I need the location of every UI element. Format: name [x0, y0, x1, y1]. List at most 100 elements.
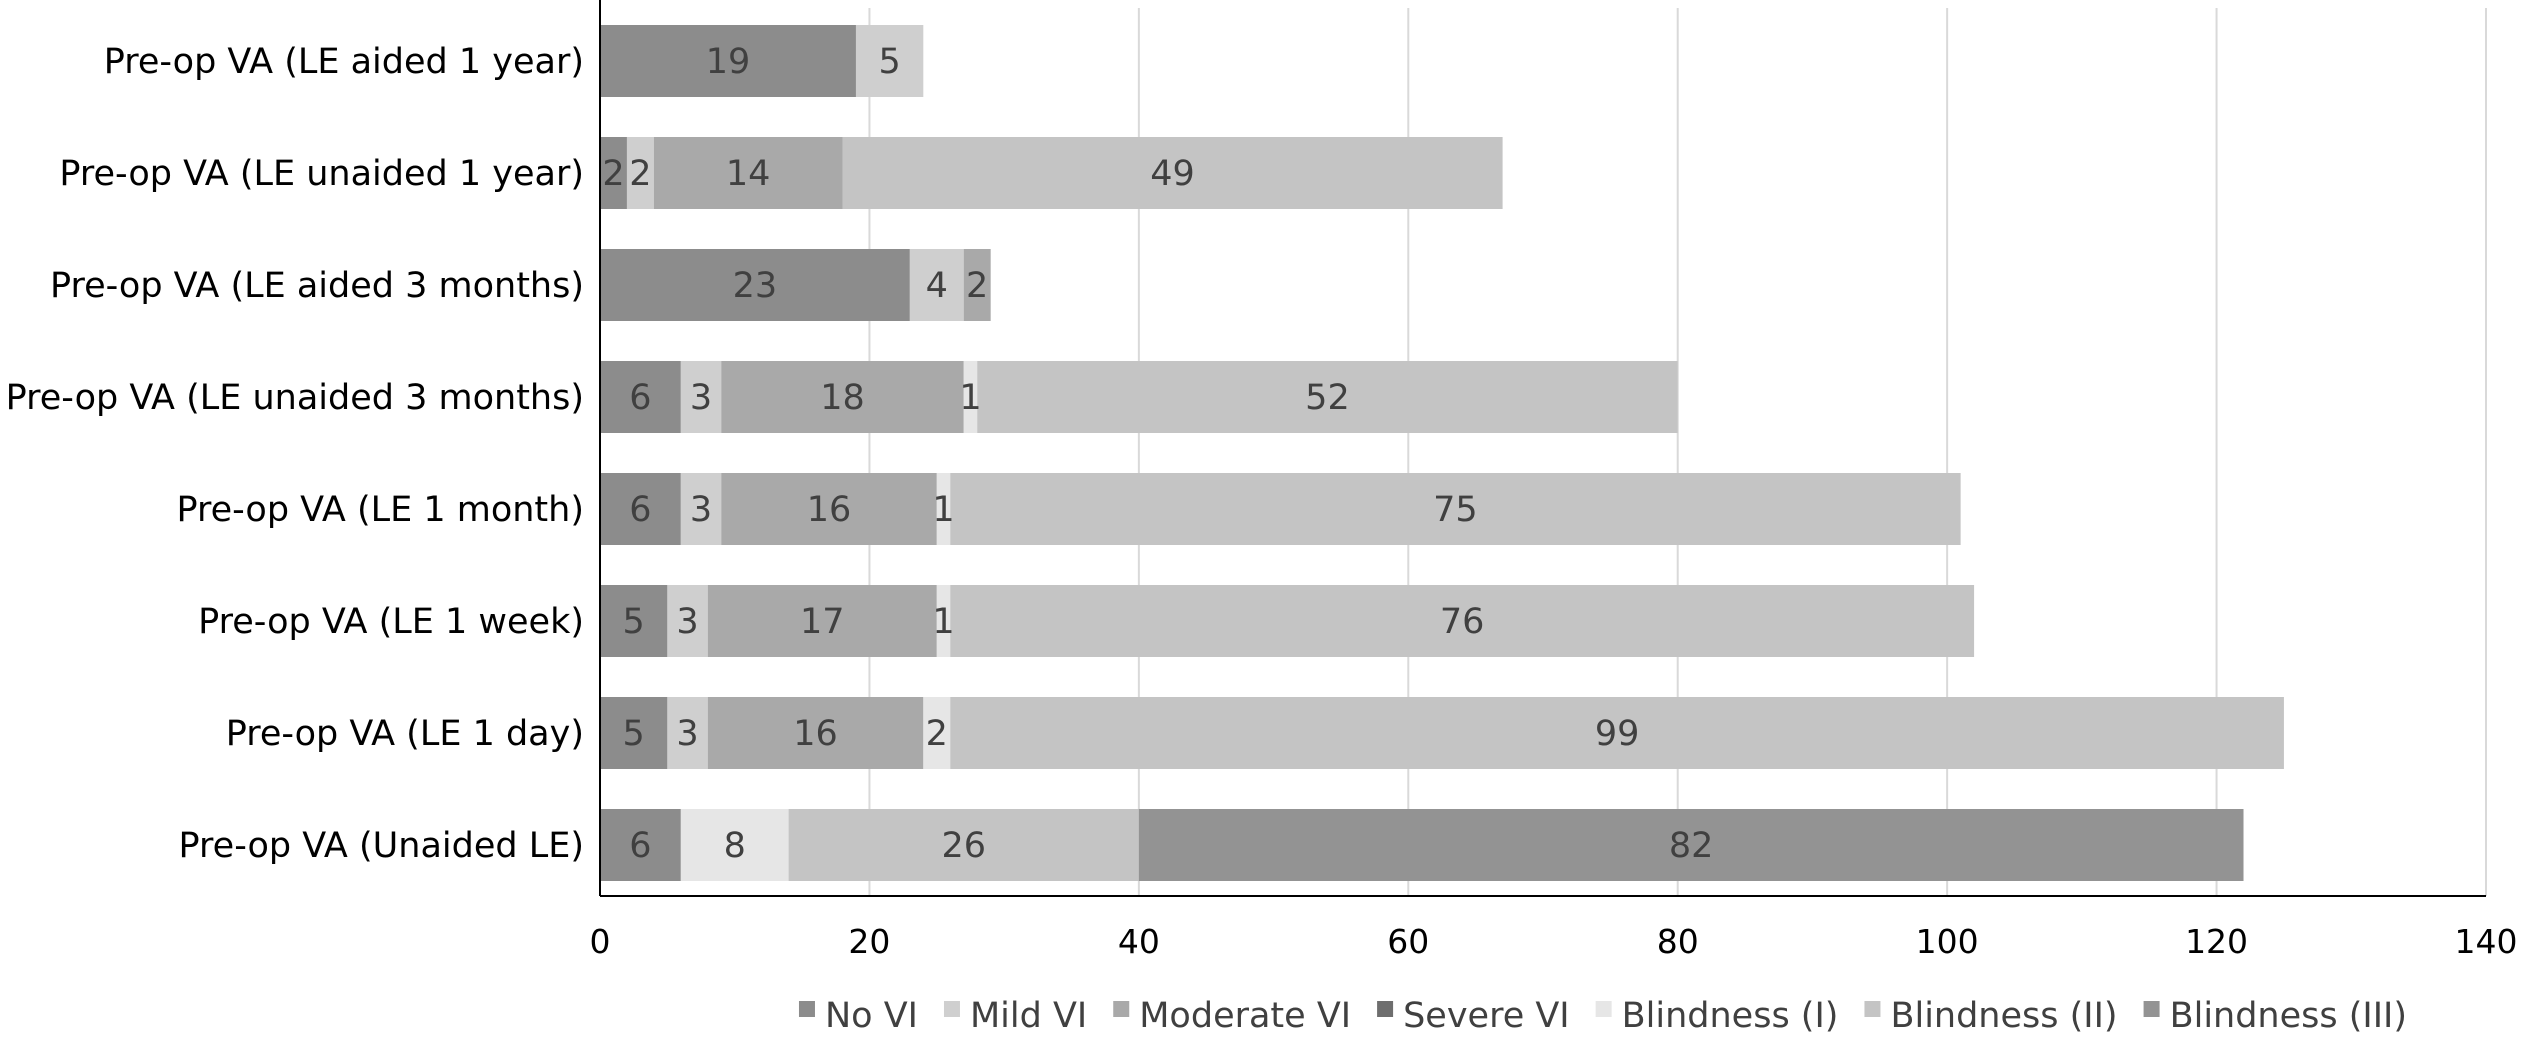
bar-segment: [707, 585, 937, 657]
legend-item: Mild VI: [943, 996, 1087, 1036]
data-label: 8: [724, 826, 746, 866]
data-label: 6: [629, 490, 651, 530]
legend-swatch: [2143, 1001, 2160, 1017]
bar-segment: [600, 585, 668, 657]
legend-item: Moderate VI: [1113, 996, 1351, 1036]
data-label: 2: [629, 154, 651, 194]
bar-segment: [950, 585, 1975, 657]
x-tick-label-140: 140: [2455, 922, 2518, 961]
bar-segment: [1138, 809, 2244, 881]
bar-segment: [963, 361, 978, 433]
legend-item: Blindness (II): [1864, 996, 2118, 1036]
category-label: Pre-op VA (Unaided LE): [179, 826, 584, 866]
bar-segment: [977, 361, 1678, 433]
bar-segment: [653, 137, 843, 209]
data-label: 1: [932, 490, 954, 530]
data-label: 82: [1669, 826, 1714, 866]
legend-item: Blindness (I): [1595, 996, 1839, 1036]
data-label: 1: [959, 378, 981, 418]
data-label: 4: [926, 266, 948, 306]
category-label: Pre-op VA (LE aided 1 year): [104, 42, 584, 82]
legend-swatch: [798, 1001, 815, 1017]
legend-label: Blindness (III): [2170, 996, 2407, 1036]
data-label: 49: [1150, 154, 1195, 194]
bar-segment: [788, 809, 1139, 881]
data-label: 76: [1440, 602, 1485, 642]
data-label: 3: [690, 490, 712, 530]
x-tick-label-100: 100: [1916, 922, 1979, 961]
category-label: Pre-op VA (LE 1 month): [177, 490, 585, 530]
data-label: 3: [676, 714, 698, 754]
data-label: 26: [941, 826, 986, 866]
data-label: 1: [932, 602, 954, 642]
category-label: Pre-op VA (LE unaided 1 year): [59, 154, 584, 194]
data-label: 2: [926, 714, 948, 754]
legend-swatch: [1113, 1001, 1130, 1017]
category-label: Pre-op VA (LE unaided 3 months): [6, 378, 584, 418]
bar-segment: [600, 697, 668, 769]
legend-label: Severe VI: [1403, 996, 1570, 1036]
legend-label: Mild VI: [970, 996, 1087, 1036]
bar-segment: [936, 473, 951, 545]
x-tick-label-120: 120: [2185, 922, 2248, 961]
data-label: 3: [676, 602, 698, 642]
legend-item: Blindness (III): [2143, 996, 2407, 1036]
legend-swatch: [1595, 1001, 1612, 1017]
x-tick-label-80: 80: [1657, 922, 1699, 961]
category-label: Pre-op VA (LE 1 day): [226, 714, 584, 754]
bar-segment: [680, 361, 722, 433]
bar-segment: [680, 809, 789, 881]
bar-segment: [721, 473, 937, 545]
x-tick-label-20: 20: [848, 922, 890, 961]
bar-segment: [855, 25, 924, 97]
bar-segment: [842, 137, 1503, 209]
bar-segment: [909, 249, 964, 321]
bar-segment: [600, 809, 681, 881]
data-label: 2: [966, 266, 988, 306]
labels: 0 20 40 60 80 100 120 140 19 5 Pre-op VA (LE aided…: [6, 42, 2518, 961]
legend-item: No VI: [798, 996, 918, 1036]
bar-segment: [626, 137, 654, 209]
axes: [599, 0, 2486, 897]
x-tick-label-40: 40: [1118, 922, 1160, 961]
bar-segment: [600, 473, 681, 545]
data-label: 18: [820, 378, 865, 418]
legend-label: Moderate VI: [1139, 996, 1351, 1036]
legend-swatch: [943, 1001, 960, 1017]
data-label: 5: [878, 42, 900, 82]
bar-segment: [707, 697, 924, 769]
bar-segment: [667, 697, 708, 769]
category-label: Pre-op VA (LE 1 week): [198, 602, 584, 642]
legend-swatch: [1377, 1001, 1394, 1017]
bar-segment: [680, 473, 722, 545]
bar-segment: [923, 697, 951, 769]
bar-segment: [721, 361, 964, 433]
legend-label: Blindness (I): [1622, 996, 1839, 1036]
data-label: 99: [1595, 714, 1640, 754]
x-tick-label-60: 60: [1387, 922, 1429, 961]
legend-swatch: [1864, 1001, 1881, 1017]
data-label: 5: [623, 602, 645, 642]
category-label: Pre-op VA (LE aided 3 months): [50, 266, 584, 306]
bar-segment: [600, 361, 681, 433]
data-label: 6: [629, 826, 651, 866]
legend-label: No VI: [825, 996, 918, 1036]
bar-segment: [667, 585, 708, 657]
data-label: 16: [793, 714, 838, 754]
data-label: 75: [1433, 490, 1478, 530]
bar-segment: [600, 25, 856, 97]
legend-item: Severe VI: [1377, 996, 1570, 1036]
data-label: 23: [733, 266, 778, 306]
data-label: 14: [726, 154, 771, 194]
bar-segment: [950, 697, 2284, 769]
data-label: 52: [1305, 378, 1350, 418]
legend-label: Blindness (II): [1890, 996, 2117, 1036]
bar-segment: [936, 585, 951, 657]
bar-segment: [600, 137, 627, 209]
data-label: 6: [629, 378, 651, 418]
data-label: 19: [706, 42, 751, 82]
bar-segment: [950, 473, 1961, 545]
data-label: 3: [690, 378, 712, 418]
bar-segment: [963, 249, 991, 321]
